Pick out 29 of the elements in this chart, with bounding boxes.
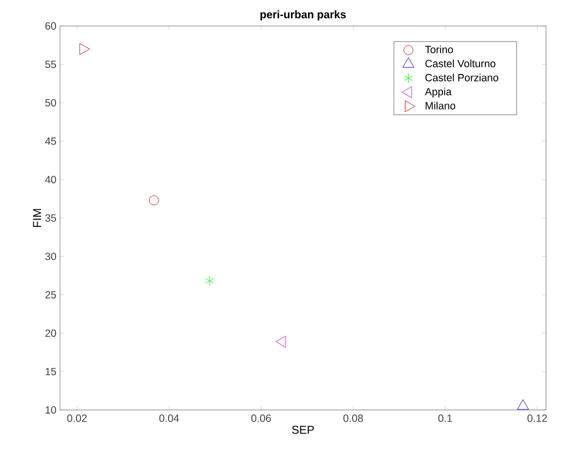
y-tick-label: 55 <box>45 60 56 68</box>
y-tick-label: 30 <box>45 252 56 260</box>
y-tick-label: 15 <box>46 368 56 376</box>
legend-label: Torino <box>425 46 453 54</box>
point <box>276 336 286 348</box>
x-tick-label: 0.02 <box>67 414 87 422</box>
x-tick-label: 0.06 <box>251 414 271 422</box>
y-axis-title: FIM <box>33 209 42 227</box>
y-tick-label: 25 <box>45 291 56 298</box>
legend-label: Castel Volturno <box>425 60 496 68</box>
x-tick-label: 0.12 <box>527 414 547 422</box>
y-tick-label: 35 <box>45 214 56 222</box>
y-tick-label: 45 <box>45 138 56 145</box>
y-tick-label: 10 <box>46 406 56 414</box>
x-tick-label: 0.1 <box>438 414 452 422</box>
x-tick-label: 0.04 <box>159 414 179 422</box>
point <box>205 276 214 286</box>
x-axis-title: SEP <box>292 426 314 434</box>
y-tick-label: 50 <box>45 99 56 106</box>
y-tick-label: 20 <box>45 329 56 337</box>
y-tick-label: 60 <box>45 22 56 30</box>
point <box>149 195 159 206</box>
legend-label: Castel Porziano <box>425 74 498 82</box>
chart-title: peri-urban parks <box>260 10 346 20</box>
legend-label: Appia <box>424 88 452 98</box>
legend-label: Milano <box>426 102 456 110</box>
x-tick-label: 0.08 <box>343 414 363 422</box>
y-tick-label: 40 <box>45 176 56 184</box>
point <box>80 43 90 55</box>
